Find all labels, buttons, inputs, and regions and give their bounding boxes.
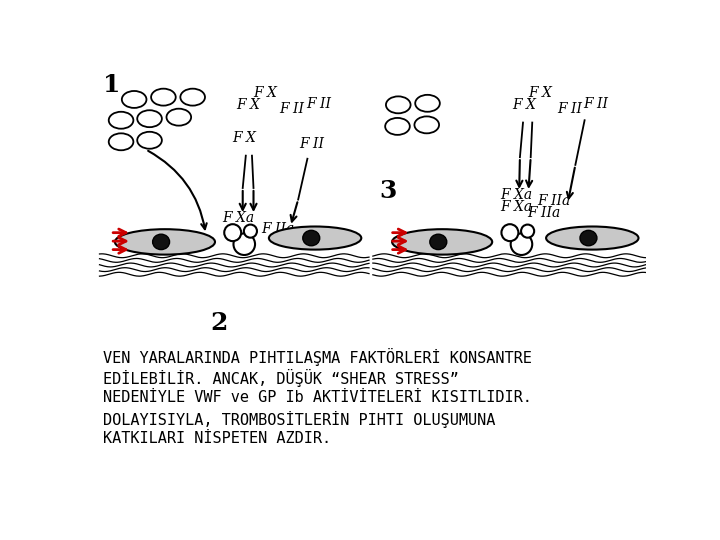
Ellipse shape — [392, 229, 492, 254]
Ellipse shape — [269, 226, 361, 249]
Text: F IIa: F IIa — [528, 206, 561, 220]
Text: 3: 3 — [379, 179, 397, 202]
Text: F X: F X — [232, 131, 256, 145]
Ellipse shape — [521, 225, 534, 238]
Text: F II: F II — [279, 102, 305, 116]
Text: 1: 1 — [102, 72, 120, 97]
Ellipse shape — [510, 233, 532, 255]
Ellipse shape — [303, 231, 320, 246]
Text: F X: F X — [512, 98, 536, 112]
Text: F II: F II — [306, 97, 331, 111]
Text: F X: F X — [528, 86, 552, 100]
Text: F Xa: F Xa — [222, 211, 255, 225]
Ellipse shape — [115, 229, 215, 254]
Text: F II: F II — [557, 102, 582, 116]
Text: F Xa: F Xa — [500, 188, 532, 202]
Text: KATKILARI NİSPETEN AZDIR.: KATKILARI NİSPETEN AZDIR. — [102, 431, 330, 447]
Text: DOLAYISIYLA, TROMBOSİTLERİN PIHTI OLUŞUMUNA: DOLAYISIYLA, TROMBOSİTLERİN PIHTI OLUŞUM… — [102, 410, 495, 428]
Ellipse shape — [224, 224, 241, 241]
Text: NEDENİYLE VWF ve GP Ib AKTİVİTELERİ KISITLIDIR.: NEDENİYLE VWF ve GP Ib AKTİVİTELERİ KISI… — [102, 390, 531, 405]
Ellipse shape — [244, 225, 257, 238]
Text: F IIa: F IIa — [261, 221, 294, 235]
Text: F Xa: F Xa — [500, 200, 532, 214]
Text: F IIa: F IIa — [537, 194, 570, 208]
Text: F X: F X — [237, 98, 261, 112]
Text: F X: F X — [253, 86, 276, 100]
Text: VEN YARALARINDA PIHTILAŞMA FAKTÖRLERİ KONSANTRE: VEN YARALARINDA PIHTILAŞMA FAKTÖRLERİ KO… — [102, 348, 531, 366]
Text: 2: 2 — [210, 311, 228, 335]
Ellipse shape — [501, 224, 518, 241]
Ellipse shape — [153, 234, 170, 249]
Ellipse shape — [580, 231, 597, 246]
Ellipse shape — [233, 233, 255, 255]
Text: EDİLEBİLİR. ANCAK, DÜŞÜK “SHEAR STRESS”: EDİLEBİLİR. ANCAK, DÜŞÜK “SHEAR STRESS” — [102, 369, 459, 387]
Text: F II: F II — [300, 137, 325, 151]
Ellipse shape — [546, 226, 639, 249]
Ellipse shape — [430, 234, 447, 249]
Text: F II: F II — [583, 97, 608, 111]
